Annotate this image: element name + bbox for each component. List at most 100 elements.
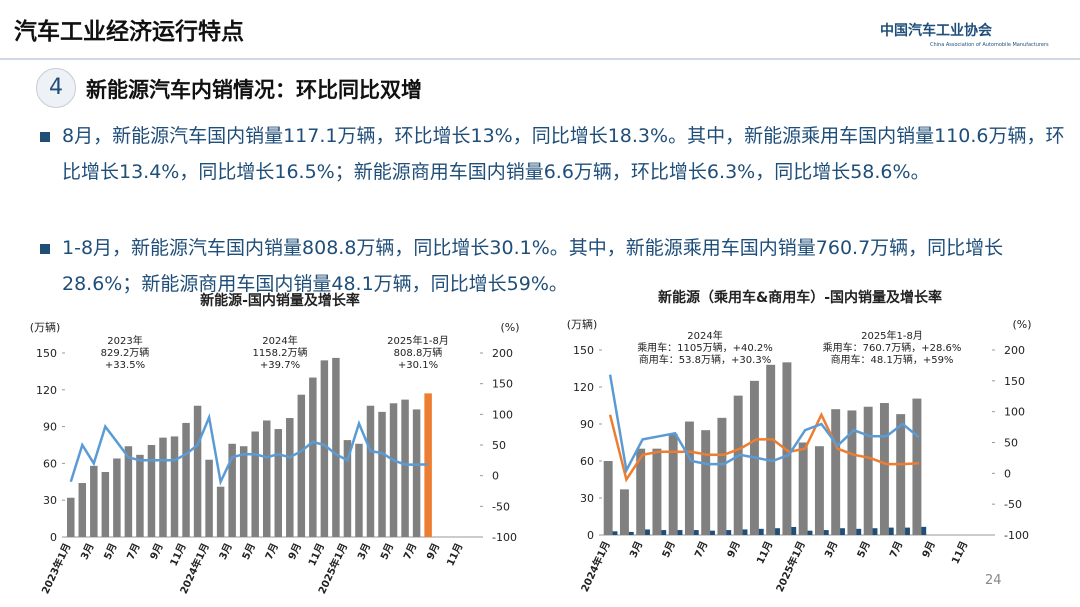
bar xyxy=(814,446,824,535)
line xyxy=(608,374,920,475)
y-tick-label: 120 xyxy=(36,384,57,397)
x-tick-label: 2023年1月 xyxy=(39,541,74,596)
logo: 中国汽车工业协会 xyxy=(880,23,992,39)
bar xyxy=(921,526,927,535)
x-tick-label: 3月 xyxy=(217,541,235,561)
y-tick-label: 90 xyxy=(43,421,57,434)
header-title: 汽车工业经济运行特点 xyxy=(14,19,244,45)
bar xyxy=(603,461,613,535)
bar xyxy=(239,446,248,537)
bar xyxy=(309,377,317,537)
bar xyxy=(320,360,329,537)
x-tick-label: 5月 xyxy=(102,541,120,561)
x-tick-label: 11月 xyxy=(949,539,970,566)
bar xyxy=(619,489,629,535)
bar xyxy=(879,403,889,535)
y-tick-label: 60 xyxy=(43,457,57,470)
bar xyxy=(251,431,259,537)
bar xyxy=(343,440,352,537)
x-tick-label: 9月 xyxy=(286,541,304,561)
x-tick-label: 7月 xyxy=(263,541,281,561)
bar xyxy=(684,421,694,535)
annotation: 829.2万辆 xyxy=(101,346,150,359)
x-tick-label: 5月 xyxy=(240,541,258,561)
y-tick-label: 0 xyxy=(50,531,57,544)
bar xyxy=(758,528,764,535)
bar xyxy=(136,454,144,537)
x-tick-label: 3月 xyxy=(627,539,645,559)
y2-tick-label: -100 xyxy=(1004,529,1029,542)
x-tick-label: 11月 xyxy=(168,541,189,568)
bar xyxy=(831,409,841,535)
y2-tick-label: 200 xyxy=(1004,344,1025,357)
y2-tick-label: 0 xyxy=(492,470,499,483)
bar xyxy=(274,429,283,537)
y-axis-label: (万辆) xyxy=(567,317,598,331)
bar xyxy=(90,465,98,537)
bar xyxy=(693,530,699,535)
annotation: 808.8万辆 xyxy=(394,346,443,359)
annotation: +30.1% xyxy=(398,360,438,371)
bar xyxy=(170,436,179,537)
x-tick-label: 2024年1月 xyxy=(578,539,613,594)
x-tick-label: 11月 xyxy=(754,539,775,566)
x-tick-label: 11月 xyxy=(444,541,465,568)
bullet: 8月，新能源汽车国内销量117.1万辆，环比增长13%，同比增长18.3%。其中… xyxy=(40,118,1072,190)
bar xyxy=(113,458,121,537)
bar xyxy=(286,418,294,537)
section-title: 新能源汽车内销情况：环比同比双增 xyxy=(86,78,422,102)
x-tick-label: 3月 xyxy=(355,541,373,561)
y2-tick-label: -100 xyxy=(492,531,517,544)
x-tick-label: 9月 xyxy=(920,539,938,559)
y-tick-label: 30 xyxy=(43,494,57,507)
x-tick-label: 7月 xyxy=(125,541,143,561)
bar xyxy=(366,405,375,537)
annotation: +33.5% xyxy=(105,360,145,371)
x-tick-label: 5月 xyxy=(855,539,873,559)
y2-tick-label: 0 xyxy=(1004,467,1011,480)
bar xyxy=(710,530,715,535)
y2-tick-label: 100 xyxy=(1004,406,1025,419)
x-tick-label: 5月 xyxy=(378,541,396,561)
y2-tick-label: 50 xyxy=(1004,437,1018,450)
bar xyxy=(807,530,813,535)
bar xyxy=(332,357,340,537)
x-tick-label: 3月 xyxy=(822,539,840,559)
bar xyxy=(193,405,202,537)
bar xyxy=(888,527,894,535)
y2-axis-label: (%) xyxy=(500,321,519,334)
bar xyxy=(856,528,862,535)
section-number: 4 xyxy=(36,68,76,108)
annotation: 商用车：48.1万辆，+59% xyxy=(831,353,954,366)
header-rule xyxy=(0,58,1080,60)
bar xyxy=(726,530,732,535)
y-tick-label: 150 xyxy=(36,347,57,360)
bar xyxy=(297,394,306,537)
bar xyxy=(412,409,421,537)
x-tick-label: 11月 xyxy=(306,541,327,568)
bar xyxy=(424,393,432,537)
annotation: 2023年 xyxy=(107,334,142,347)
y2-tick-label: -50 xyxy=(492,500,510,513)
y2-tick-label: 50 xyxy=(492,439,506,452)
annotation: 2024年 xyxy=(262,334,297,347)
y2-tick-label: 200 xyxy=(492,347,513,360)
bar xyxy=(645,529,650,535)
bar xyxy=(262,420,271,537)
bar xyxy=(124,446,133,537)
y-axis-label: (万辆) xyxy=(30,320,61,334)
annotation: +39.7% xyxy=(260,360,300,371)
annotation: 1158.2万辆 xyxy=(253,346,308,359)
x-tick-label: 7月 xyxy=(887,539,905,559)
x-tick-label: 3月 xyxy=(78,541,96,561)
annotation: 2024年 xyxy=(687,329,722,342)
bar xyxy=(847,410,857,535)
bar xyxy=(905,527,910,535)
bar xyxy=(661,530,667,535)
bar xyxy=(912,398,922,535)
bar xyxy=(216,486,225,537)
page-number: 24 xyxy=(985,573,1002,588)
bar xyxy=(766,364,776,535)
bar xyxy=(228,443,236,537)
